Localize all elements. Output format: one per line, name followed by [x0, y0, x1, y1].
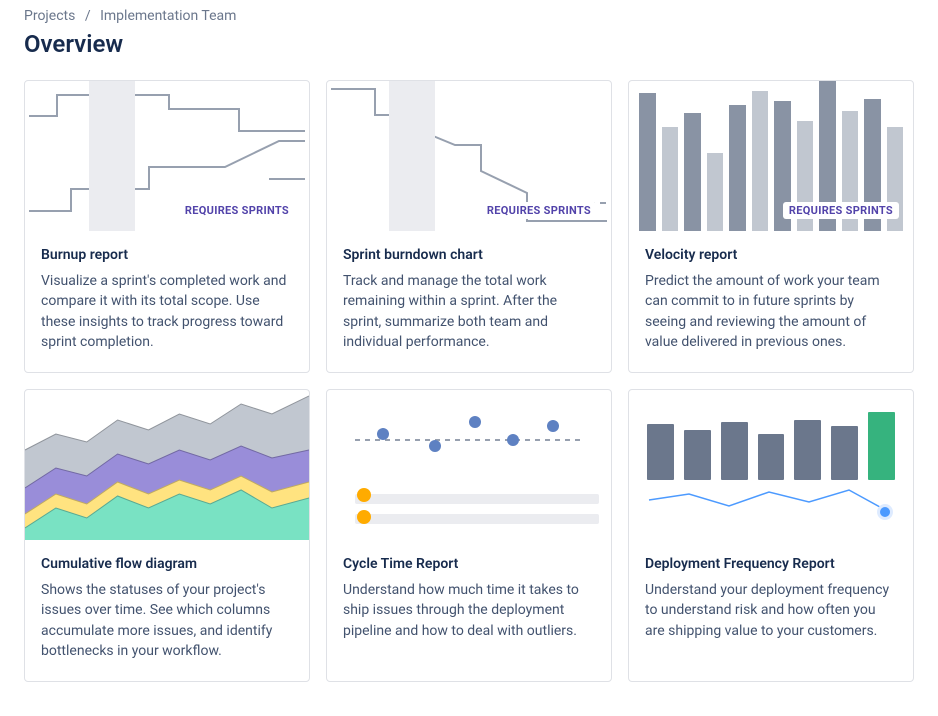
report-card-title: Deployment Frequency Report	[645, 556, 897, 572]
report-grid: REQUIRES SPRINTS Burnup report Visualize a…	[24, 80, 914, 682]
breadcrumb-root[interactable]: Projects	[24, 8, 75, 24]
page-title: Overview	[24, 30, 914, 58]
report-card-description: Track and manage the total work remainin…	[343, 271, 595, 352]
requires-sprints-badge: REQUIRES SPRINTS	[783, 202, 899, 219]
report-card-title: Sprint burndown chart	[343, 247, 595, 263]
report-card-burnup[interactable]: REQUIRES SPRINTS Burnup report Visualize a…	[24, 80, 310, 373]
breadcrumb-separator: /	[85, 8, 91, 24]
report-card-title: Cumulative flow diagram	[41, 556, 293, 572]
cfd-chart	[25, 390, 309, 540]
burnup-chart: REQUIRES SPRINTS	[25, 81, 309, 231]
report-card-title: Velocity report	[645, 247, 897, 263]
cycle-chart	[327, 390, 611, 540]
report-card-cfd[interactable]: Cumulative flow diagram Shows the statuse…	[24, 389, 310, 682]
deploy-chart	[629, 390, 913, 540]
requires-sprints-badge: REQUIRES SPRINTS	[179, 202, 295, 219]
breadcrumb: Projects / Implementation Team	[24, 8, 914, 24]
report-card-description: Shows the statuses of your project's iss…	[41, 580, 293, 661]
report-card-burndown[interactable]: REQUIRES SPRINTS Sprint burndown chart Tra…	[326, 80, 612, 373]
report-card-description: Understand your deployment frequency to …	[645, 580, 897, 641]
report-card-description: Understand how much time it takes to shi…	[343, 580, 595, 641]
velocity-chart: REQUIRES SPRINTS	[629, 81, 913, 231]
report-card-description: Visualize a sprint's completed work and …	[41, 271, 293, 352]
report-card-velocity[interactable]: REQUIRES SPRINTS Velocity report Predict t…	[628, 80, 914, 373]
report-card-cycle[interactable]: Cycle Time Report Understand how much tim…	[326, 389, 612, 682]
report-card-description: Predict the amount of work your team can…	[645, 271, 897, 352]
breadcrumb-project[interactable]: Implementation Team	[100, 8, 236, 24]
burndown-chart: REQUIRES SPRINTS	[327, 81, 611, 231]
report-card-deploy[interactable]: Deployment Frequency Report Understand yo…	[628, 389, 914, 682]
report-card-title: Cycle Time Report	[343, 556, 595, 572]
requires-sprints-badge: REQUIRES SPRINTS	[481, 202, 597, 219]
report-card-title: Burnup report	[41, 247, 293, 263]
